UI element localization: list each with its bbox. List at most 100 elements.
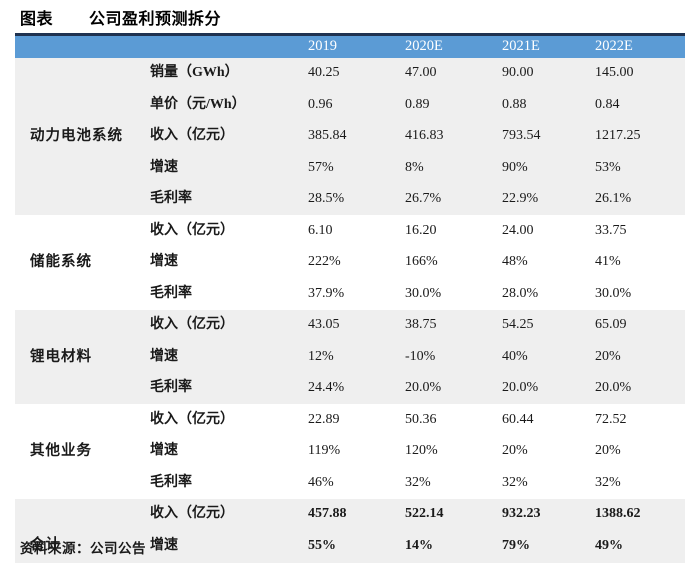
value-cell: 26.7%: [405, 183, 502, 215]
value-cell: 6.10: [308, 222, 333, 238]
table-row: 动力电池系统 销量（GWh） 40.25 47.00 90.00 145.00: [15, 57, 685, 215]
table-body: 动力电池系统 销量（GWh） 40.25 47.00 90.00 145.00 单价（元/W…: [15, 57, 685, 563]
figure-title-text: 公司盈利预测拆分: [89, 11, 222, 28]
value-cell: 26.1%: [595, 183, 685, 215]
value-cell: 20.0%: [595, 372, 685, 404]
value-cell: 54.25: [502, 309, 595, 341]
group-name-cell: 动力电池系统: [15, 57, 150, 215]
value-cell: 1388.62: [595, 498, 685, 530]
group-name-cell: 储能系统: [30, 254, 92, 270]
header-year-2022e: 2022E: [595, 34, 685, 58]
value-cell: 48%: [502, 254, 528, 270]
metric-label-cell: 收入（亿元）: [150, 222, 234, 238]
value-cell: 32%: [502, 474, 528, 490]
table-row: 收入（亿元） 385.84 416.83 793.54 1217.25: [15, 120, 685, 152]
header-row: 2019 2020E 2021E 2022E: [15, 34, 685, 58]
metric-label-cell: 增速: [150, 152, 308, 184]
value-cell: 20.0%: [502, 372, 595, 404]
value-cell: 385.84: [308, 120, 405, 152]
metric-label-cell: 收入（亿元）: [150, 498, 308, 530]
metric-label-cell: 增速: [150, 254, 178, 270]
table-row: 毛利率 46% 32% 32% 32%: [15, 467, 685, 499]
value-cell: 119%: [308, 443, 341, 459]
value-cell: 30.0%: [405, 285, 442, 301]
table-row: 增速 119% 120% 20% 20%: [15, 436, 685, 468]
value-cell: 457.88: [308, 498, 405, 530]
value-cell: 49%: [595, 530, 685, 562]
value-cell: 20%: [595, 341, 685, 373]
value-cell: 145.00: [595, 57, 685, 89]
table-row: 增速 57% 8% 90% 53%: [15, 152, 685, 184]
value-cell: 166%: [405, 254, 438, 270]
header-year-2019: 2019: [308, 34, 405, 58]
value-cell: 120%: [405, 443, 438, 459]
value-cell: 0.84: [595, 89, 685, 121]
value-cell: 46%: [308, 474, 334, 490]
value-cell: 416.83: [405, 120, 502, 152]
value-cell: 43.05: [308, 309, 405, 341]
figure-title: 图表 公司盈利预测拆分: [20, 5, 221, 29]
value-cell: 24.00: [502, 222, 534, 238]
value-cell: 38.75: [405, 309, 502, 341]
forecast-table: 2019 2020E 2021E 2022E 动力电池系统 销量（GWh） 40.2…: [15, 33, 685, 563]
table-row: 单价（元/Wh） 0.96 0.89 0.88 0.84: [15, 89, 685, 121]
table-row: 增速 55% 14% 79% 49%: [15, 530, 685, 562]
value-cell: 24.4%: [308, 372, 405, 404]
value-cell: 53%: [595, 152, 685, 184]
value-cell: 55%: [308, 530, 405, 562]
table-row: 储能系统 收入（亿元） 6.10 16.20 24.00 33.75: [15, 215, 685, 269]
value-cell: 33.75: [595, 222, 627, 238]
table-row: 增速 222% 166% 48% 41%: [15, 247, 685, 279]
value-cell: 20%: [595, 443, 621, 459]
table-header: 2019 2020E 2021E 2022E: [15, 34, 685, 58]
header-year-2021e: 2021E: [502, 34, 595, 58]
value-cell: 26.3%: [595, 561, 685, 563]
value-cell: 522.14: [405, 498, 502, 530]
value-cell: 793.54: [502, 120, 595, 152]
value-cell: -10%: [405, 341, 502, 373]
value-cell: 29.1%: [308, 561, 405, 563]
metric-label-cell: 毛利率: [150, 285, 192, 301]
header-empty-metric: [150, 34, 308, 58]
value-cell: 60.44: [502, 411, 534, 427]
header-year-2020e: 2020E: [405, 34, 502, 58]
value-cell: 32%: [405, 474, 431, 490]
value-cell: 1217.25: [595, 120, 685, 152]
metric-label-cell: 收入（亿元）: [150, 309, 308, 341]
table-row: 毛利率 37.9% 30.0% 28.0% 30.0%: [15, 278, 685, 310]
metric-label-cell: 收入（亿元）: [150, 411, 234, 427]
value-cell: 0.96: [308, 89, 405, 121]
value-cell: 37.9%: [308, 285, 345, 301]
metric-label-cell: 毛利率: [150, 561, 308, 563]
value-cell: 50.36: [405, 411, 437, 427]
value-cell: 12%: [308, 341, 405, 373]
value-cell: 22.9%: [502, 183, 595, 215]
figure-title-prefix: 图表: [20, 11, 54, 28]
value-cell: 41%: [595, 254, 621, 270]
value-cell: 79%: [502, 530, 595, 562]
value-cell: 14%: [405, 530, 502, 562]
value-cell: 32%: [595, 474, 621, 490]
value-cell: 28.0%: [502, 285, 539, 301]
table-row: 毛利率 24.4% 20.0% 20.0% 20.0%: [15, 372, 685, 404]
table-row: 合计 收入（亿元） 457.88 522.14 932.23 1388.62: [15, 498, 685, 563]
value-cell: 26.8%: [405, 561, 502, 563]
metric-label-cell: 增速: [150, 530, 308, 562]
table-row: 锂电材料 收入（亿元） 43.05 38.75 54.25 65.09: [15, 309, 685, 404]
value-cell: 30.0%: [595, 285, 632, 301]
source-note: 资料来源：公司公告: [20, 541, 146, 556]
value-cell: 20%: [502, 443, 528, 459]
value-cell: 22.89: [308, 411, 340, 427]
metric-label-cell: 收入（亿元）: [150, 120, 308, 152]
header-empty-category: [15, 34, 150, 58]
value-cell: 40%: [502, 341, 595, 373]
group-name-cell: 其他业务: [30, 443, 92, 459]
value-cell: 20.0%: [405, 372, 502, 404]
metric-label-cell: 毛利率: [150, 474, 192, 490]
value-cell: 222%: [308, 254, 341, 270]
value-cell: 932.23: [502, 498, 595, 530]
metric-label-cell: 单价（元/Wh）: [150, 89, 308, 121]
value-cell: 40.25: [308, 57, 405, 89]
metric-label-cell: 增速: [150, 443, 178, 459]
